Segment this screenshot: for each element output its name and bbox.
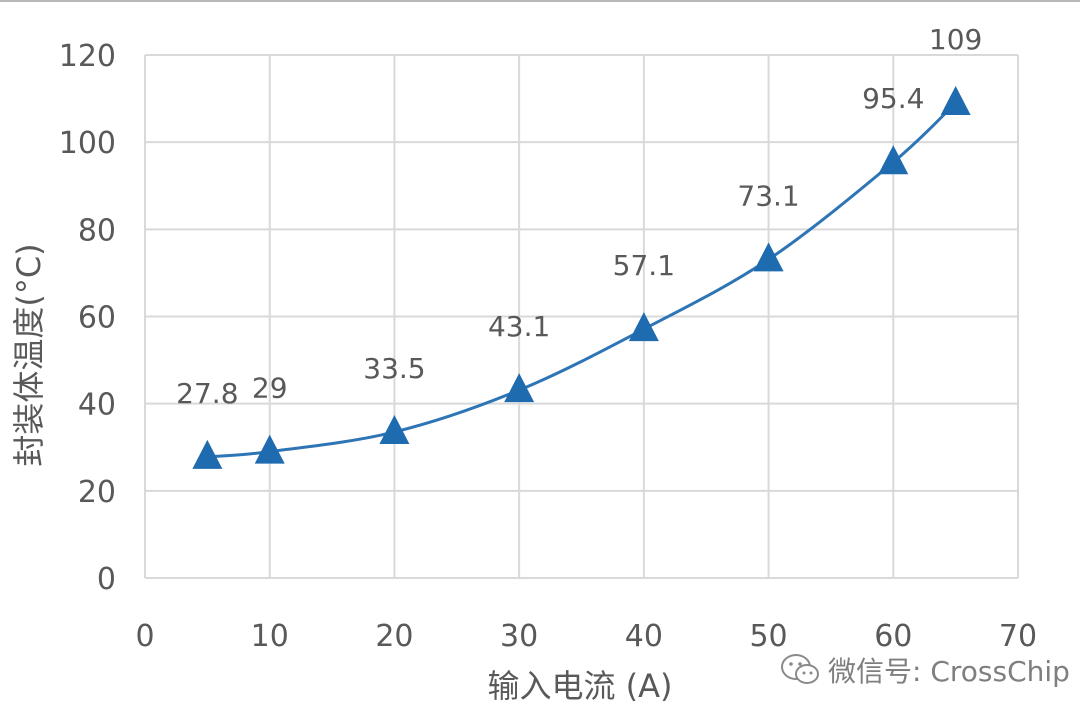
wechat-icon [781, 654, 819, 684]
y-tick-label: 20 [78, 475, 116, 510]
x-axis-title: 输入电流 (A) [487, 667, 672, 705]
top-border [0, 0, 1080, 2]
data-label: 27.8 [176, 377, 238, 410]
data-label: 73.1 [737, 179, 799, 212]
data-label: 43.1 [488, 310, 550, 343]
x-tick-label: 40 [625, 619, 663, 654]
data-point-marker [878, 145, 909, 175]
x-tick-label: 50 [749, 619, 787, 654]
data-label: 29 [252, 372, 288, 405]
series-line [207, 101, 957, 459]
x-tick-label: 70 [999, 619, 1037, 654]
y-tick-labels: 0 20 40 60 80 100 120 [59, 39, 116, 597]
data-point-marker [753, 242, 784, 272]
x-tick-label: 10 [251, 619, 289, 654]
data-label: 109 [929, 23, 982, 56]
data-point-marker [379, 414, 410, 444]
data-point-marker [254, 434, 285, 464]
x-tick-label: 30 [500, 619, 538, 654]
data-label: 95.4 [862, 82, 924, 115]
data-label: 33.5 [363, 352, 425, 385]
y-tick-label: 80 [78, 213, 116, 248]
data-point-marker [628, 312, 659, 342]
data-label: 57.1 [613, 249, 675, 282]
y-axis-title: 封装体温度(°C) [10, 243, 48, 466]
data-point-marker [504, 373, 535, 403]
grid [144, 54, 1019, 579]
y-tick-label: 60 [78, 301, 116, 336]
y-tick-label: 120 [59, 39, 116, 74]
x-tick-label: 20 [375, 619, 413, 654]
x-tick-label: 0 [135, 619, 154, 654]
x-tick-label: 60 [874, 619, 912, 654]
watermark: 微信号: CrossChip [780, 648, 1070, 692]
data-point-marker [940, 85, 971, 115]
y-tick-label: 100 [59, 126, 116, 161]
y-tick-label: 0 [97, 562, 116, 597]
watermark-text: 微信号: CrossChip [828, 655, 1070, 688]
data-point-marker [192, 439, 223, 469]
y-tick-label: 40 [78, 388, 116, 423]
data-markers [192, 85, 971, 469]
x-tick-labels: 0 10 20 30 40 50 60 70 [135, 619, 1037, 654]
